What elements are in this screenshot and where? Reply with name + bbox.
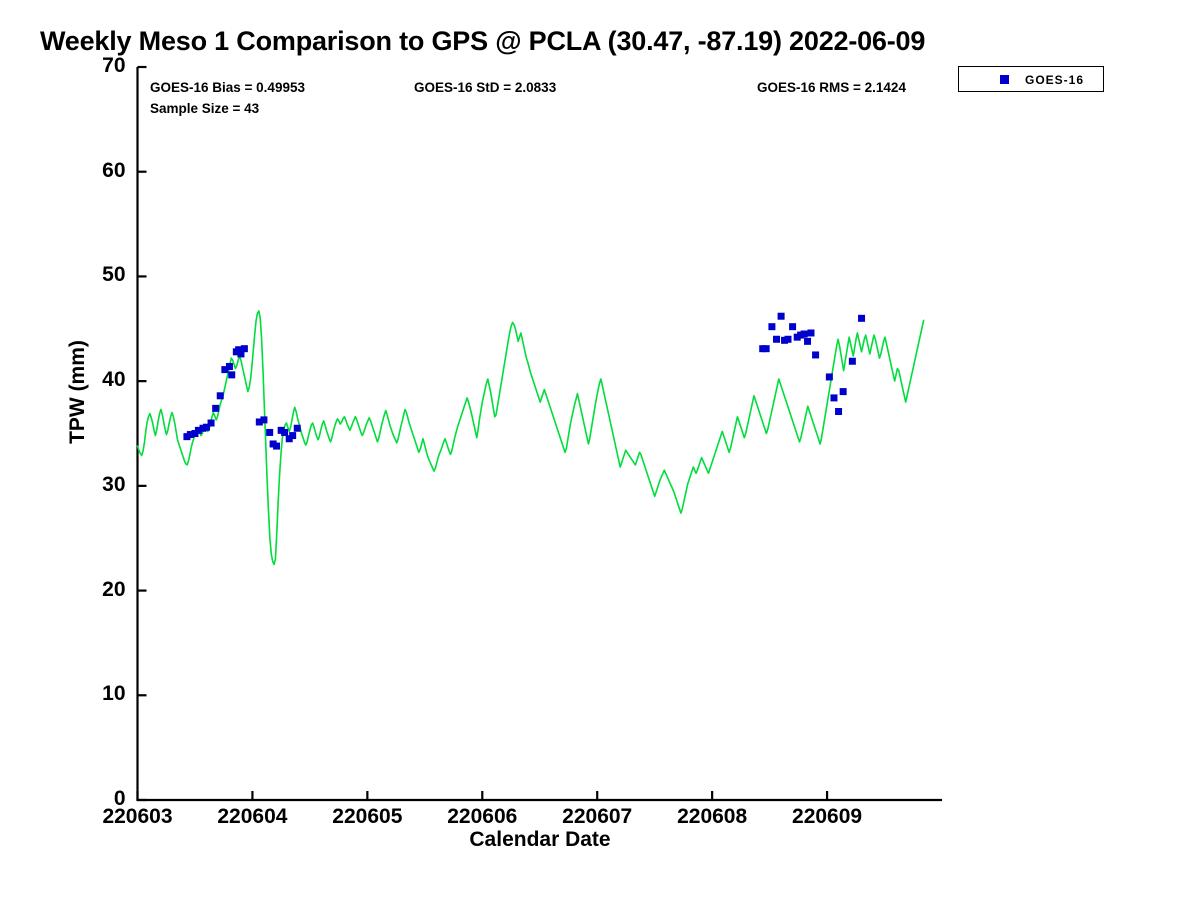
y-tick-label: 30 [102,472,126,496]
y-tick-label: 20 [102,577,126,601]
legend: GOES-16 [958,66,1104,92]
stat-std: GOES-16 StD = 2.0833 [414,80,557,95]
x-tick-label: 220609 [792,805,863,828]
y-tick-label: 10 [102,682,126,706]
x-tick-label: 220607 [562,805,633,828]
x-tick-label: 220604 [217,805,288,828]
page-title: Weekly Meso 1 Comparison to GPS @ PCLA (… [40,26,926,56]
y-tick-label: 50 [102,263,126,287]
x-tick-label: 220603 [102,805,173,828]
y-tick-label: 0 [113,787,126,810]
x-axis-label: Calendar Date [469,828,611,851]
legend-label-goes16: GOES-16 [1025,73,1085,87]
y-tick-label: 60 [102,158,126,182]
axes [136,65,942,802]
y-axis-label: TPW (mm) [66,340,89,444]
stat-bias: GOES-16 Bias = 0.49953 [150,80,305,95]
stat-rms: GOES-16 RMS = 2.1424 [757,80,906,95]
data-series [136,310,925,566]
x-tick-label: 220608 [677,805,748,828]
y-tick-label: 40 [102,368,126,392]
legend-marker-goes16-icon [1000,75,1009,84]
stat-sample-size: Sample Size = 43 [150,101,260,116]
y-tick-label: 70 [102,54,126,77]
x-tick-label: 220605 [332,805,403,828]
x-tick-label: 220606 [447,805,518,828]
